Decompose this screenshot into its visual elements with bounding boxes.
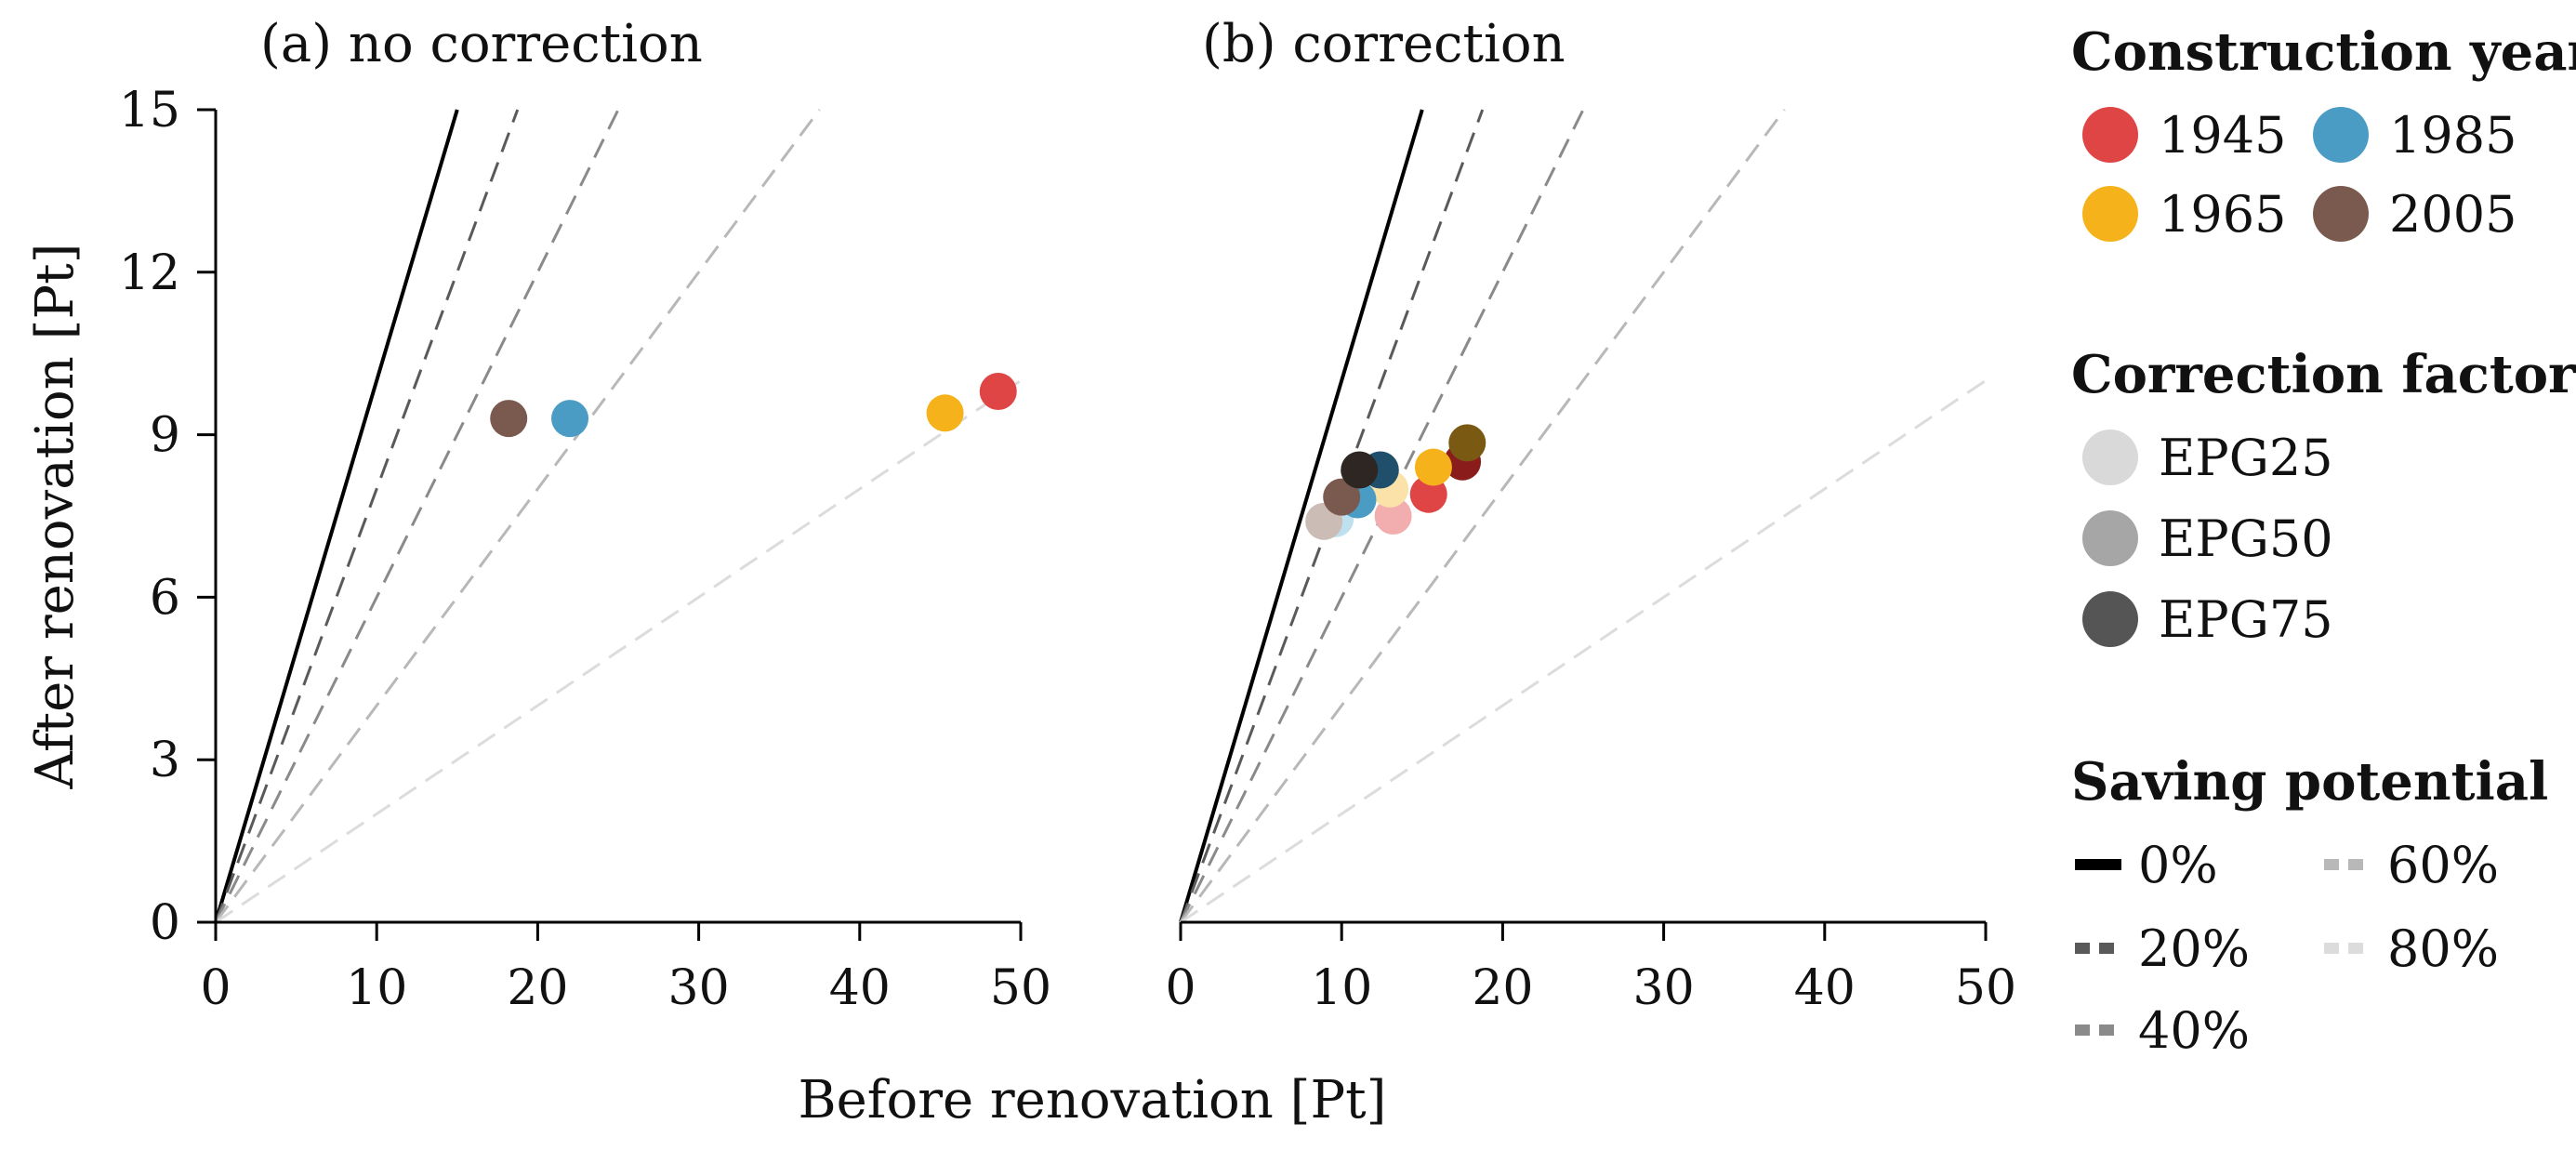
panel-a-points: [490, 372, 1017, 438]
legend-saving-0-label: 0%: [2138, 836, 2218, 894]
legend-year-2005-label: 2005: [2389, 185, 2517, 244]
panel-a-x-tick-label: 50: [990, 960, 1051, 1016]
legend-saving-potential-title: Saving potential: [2071, 751, 2548, 813]
panel-a-x-tick-label: 30: [668, 960, 730, 1016]
panel-a: (a) no correction 0 10 20 30 40 50 0 3 6 9 12 15: [119, 14, 1051, 1016]
legend: Construction year 1945 1985 1965 2005 Corre…: [2071, 21, 2576, 1060]
panel-b-point-1965-epg75: [1448, 424, 1486, 462]
legend-correction-factor-title: Correction factor: [2071, 344, 2576, 405]
panel-b-reference-line-80: [1180, 379, 1987, 924]
legend-saving-40-label: 40%: [2138, 1001, 2250, 1060]
panel-b-point-2005-epg50: [1323, 478, 1361, 516]
legend-saving-80-label: 80%: [2387, 919, 2499, 978]
panel-a-x-tick-label: 20: [507, 960, 568, 1016]
panel-b-point-1945-epg25: [1374, 497, 1412, 535]
legend-construction-year-items: 1945 1985 1965 2005: [2082, 106, 2517, 244]
panel-b-point-2005-epg75: [1341, 451, 1379, 489]
legend-year-1945-marker: [2082, 107, 2138, 163]
panel-a-y-tick-label: 3: [150, 733, 180, 788]
legend-factor-epg75-label: EPG75: [2159, 590, 2333, 649]
panel-a-title: (a) no correction: [260, 14, 703, 74]
legend-saving-potential-items: 0% 60% 20% 80% 40%: [2075, 836, 2499, 1060]
panel-b-reference-line-20: [1179, 109, 1485, 923]
x-axis-label: Before renovation [Pt]: [798, 1070, 1386, 1130]
panel-b-x-tick-label: 20: [1472, 960, 1533, 1016]
legend-construction-year-title: Construction year: [2071, 21, 2576, 83]
legend-year-1965-label: 1965: [2159, 185, 2286, 244]
panel-a-y-tick-label: 6: [150, 570, 180, 626]
legend-factor-epg75-marker: [2082, 591, 2138, 647]
panel-a-point-1965: [926, 394, 964, 432]
legend-year-1985-marker: [2313, 107, 2369, 163]
panel-a-y-tick-label: 15: [119, 83, 180, 139]
legend-saving-60-label: 60%: [2387, 836, 2499, 894]
panel-b-x-tick-label: 40: [1794, 960, 1856, 1016]
panel-a-reference-line-20: [214, 109, 520, 923]
panel-b-reference-line-60: [1179, 109, 1786, 923]
panel-a-x-tick-label: 10: [346, 960, 407, 1016]
panel-a-reference-line-60: [214, 109, 821, 923]
panel-a-y-tick-label: 12: [119, 245, 180, 301]
legend-year-1985-label: 1985: [2389, 106, 2517, 165]
panel-a-point-1985: [551, 400, 589, 438]
panel-a-y-tick-label: 9: [150, 408, 180, 464]
panel-a-x-tick-label: 0: [200, 960, 231, 1016]
legend-factor-epg25-label: EPG25: [2159, 429, 2333, 487]
panel-b-x-tick-label: 10: [1311, 960, 1372, 1016]
legend-factor-epg50-label: EPG50: [2159, 509, 2333, 568]
legend-factor-epg25-marker: [2082, 430, 2138, 485]
legend-factor-epg50-marker: [2082, 510, 2138, 566]
y-axis-label: After renovation [Pt]: [25, 244, 86, 790]
panel-a-ticks: 0 10 20 30 40 50 0 3 6 9 12 15: [119, 83, 1051, 1016]
panel-b-x-tick-label: 0: [1165, 960, 1196, 1016]
panel-a-point-1945: [979, 372, 1017, 410]
panel-a-y-tick-label: 0: [150, 895, 180, 951]
panel-b-point-1965-epg50: [1414, 448, 1452, 486]
panel-b-ticks: 0 10 20 30 40 50: [1165, 922, 2016, 1016]
panel-a-point-2005: [490, 400, 528, 438]
legend-year-1965-marker: [2082, 186, 2138, 242]
panel-b-x-tick-label: 50: [1955, 960, 2016, 1016]
panel-b-x-tick-label: 30: [1633, 960, 1695, 1016]
legend-correction-factor-items: EPG25 EPG50 EPG75: [2082, 429, 2333, 649]
legend-saving-20-label: 20%: [2138, 919, 2250, 978]
panel-b-title: (b) correction: [1202, 14, 1565, 74]
legend-year-2005-marker: [2313, 186, 2369, 242]
panel-a-reference-line-40: [214, 109, 620, 923]
panel-a-reference-line-0: [214, 109, 459, 923]
panel-b-points: [1305, 424, 1486, 540]
panel-a-x-tick-label: 40: [829, 960, 891, 1016]
panel-b: (b) correction 0 10 20 30 40 50: [1165, 14, 2016, 1016]
legend-year-1945-label: 1945: [2159, 106, 2286, 165]
panel-a-reference-lines: [214, 109, 1022, 924]
panel-b-reference-line-0: [1179, 109, 1424, 923]
panel-a-reference-line-80: [215, 379, 1022, 924]
panel-b-reference-lines: [1179, 109, 1987, 924]
